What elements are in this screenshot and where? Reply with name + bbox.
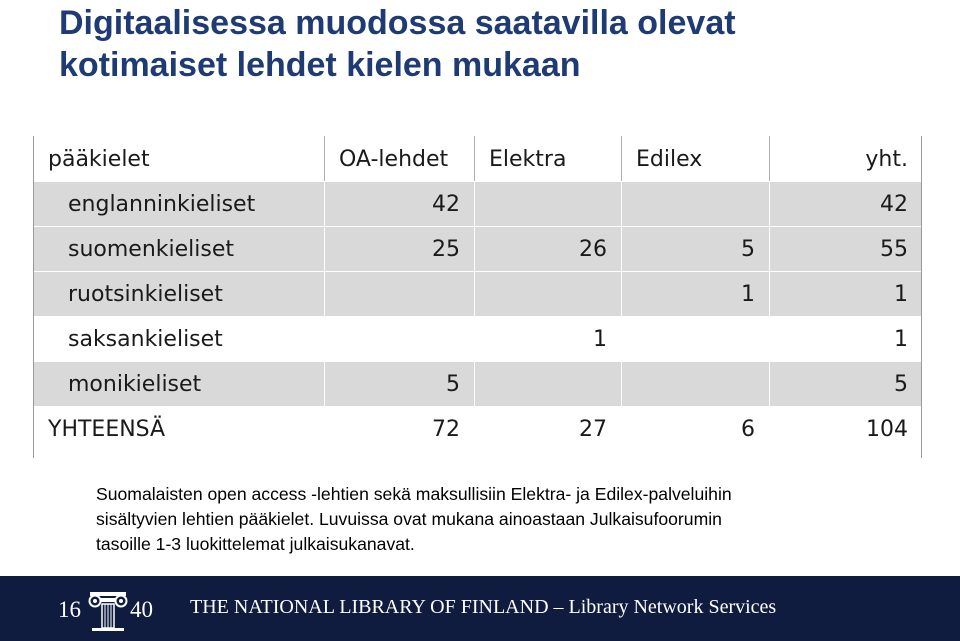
footer-organization-text: THE NATIONAL LIBRARY OF FINLAND – Librar…: [190, 596, 777, 618]
cell-oa: 42: [324, 181, 475, 227]
header-elektra: Elektra: [474, 136, 622, 182]
header-divider: [621, 136, 622, 181]
caption-line-3: tasoille 1-3 luokittelemat julkaisukanav…: [96, 534, 415, 554]
cell-oa: 72: [324, 406, 475, 452]
cell-oa: 25: [324, 226, 475, 272]
cell-total: 5: [769, 361, 923, 407]
logo-year-left: 16: [58, 597, 81, 622]
header-oa: OA-lehdet: [324, 136, 475, 182]
table-row: englanninkieliset 42 42: [33, 181, 923, 227]
cell-elektra: 1: [474, 316, 622, 362]
cell-oa: [324, 271, 475, 317]
row-label: ruotsinkieliset: [33, 271, 325, 317]
cell-total: 1: [769, 316, 923, 362]
row-label: saksankieliset: [33, 316, 325, 362]
cell-total: 104: [769, 406, 923, 452]
cell-total: 1: [769, 271, 923, 317]
cell-edilex: 1: [621, 271, 770, 317]
cell-elektra: 26: [474, 226, 622, 272]
row-label: englanninkieliset: [33, 181, 325, 227]
title-line-2: kotimaiset lehdet kielen mukaan: [59, 46, 581, 84]
row-label: monikieliset: [33, 361, 325, 407]
table-row: monikieliset 5 5: [33, 361, 923, 407]
language-table: pääkielet OA-lehdet Elektra Edilex yht. …: [33, 136, 923, 452]
cell-elektra: 27: [474, 406, 622, 452]
cell-oa: 5: [324, 361, 475, 407]
cell-edilex: [621, 181, 770, 227]
table-row: saksankieliset 1 1: [33, 316, 923, 362]
header-divider: [474, 136, 475, 181]
title-line-1: Digitaalisessa muodossa saatavilla oleva…: [59, 4, 736, 42]
row-label: suomenkieliset: [33, 226, 325, 272]
row-label: YHTEENSÄ: [33, 406, 325, 452]
table-caption: Suomalaisten open access -lehtien sekä m…: [96, 482, 916, 557]
table-header-row: pääkielet OA-lehdet Elektra Edilex yht.: [33, 136, 923, 182]
table-row: ruotsinkieliset 1 1: [33, 271, 923, 317]
table-row: suomenkieliset 25 26 5 55: [33, 226, 923, 272]
header-total: yht.: [769, 136, 923, 182]
cell-elektra: [474, 271, 622, 317]
header-divider: [324, 136, 325, 181]
cell-elektra: [474, 361, 622, 407]
header-main-language: pääkielet: [33, 136, 325, 182]
header-divider: [769, 136, 770, 181]
library-logo: 16 40: [58, 584, 168, 632]
caption-line-1: Suomalaisten open access -lehtien sekä m…: [96, 484, 732, 504]
caption-line-2: sisältyvien lehtien pääkielet. Luvuissa …: [96, 509, 722, 529]
cell-total: 55: [769, 226, 923, 272]
header-edilex: Edilex: [621, 136, 770, 182]
cell-oa: [324, 316, 475, 362]
footer-bar: 16 40 THE NATIONAL LIBRARY OF FINLAND – …: [0, 576, 960, 641]
cell-edilex: 6: [621, 406, 770, 452]
cell-elektra: [474, 181, 622, 227]
logo-year-right: 40: [130, 597, 153, 622]
page-title: Digitaalisessa muodossa saatavilla oleva…: [59, 2, 939, 86]
ionic-capital-emblem-icon: [88, 592, 128, 631]
cell-total: 42: [769, 181, 923, 227]
cell-edilex: [621, 361, 770, 407]
cell-edilex: [621, 316, 770, 362]
cell-edilex: 5: [621, 226, 770, 272]
table-total-row: YHTEENSÄ 72 27 6 104: [33, 406, 923, 452]
